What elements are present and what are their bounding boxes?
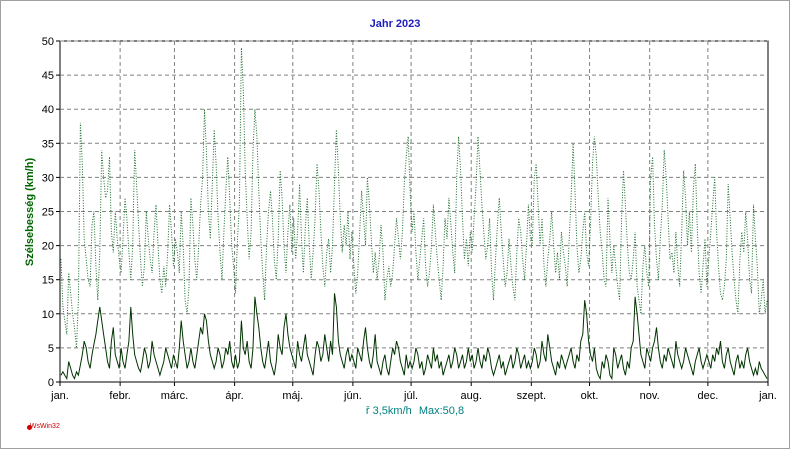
y-tick-label: 15 bbox=[42, 275, 54, 287]
series-line-solid bbox=[60, 293, 768, 381]
x-tick-label: márc. bbox=[161, 390, 189, 402]
y-tick-label: 50 bbox=[42, 36, 54, 48]
x-tick-label: júl. bbox=[403, 390, 418, 402]
x-tick-label: jan. bbox=[50, 390, 69, 402]
brand-label: WsWin32 bbox=[26, 423, 60, 430]
x-tick-label: dec. bbox=[697, 390, 718, 402]
brand-text: WsWin32 bbox=[29, 423, 60, 430]
brand-logo-icon bbox=[27, 425, 32, 430]
x-tick-label: febr. bbox=[109, 390, 130, 402]
x-tick-label: szept. bbox=[517, 390, 546, 402]
y-tick-label: 25 bbox=[42, 207, 54, 219]
y-tick-label: 0 bbox=[48, 377, 54, 389]
x-tick-label: okt. bbox=[581, 390, 599, 402]
x-tick-label: nov. bbox=[640, 390, 660, 402]
y-tick-label: 30 bbox=[42, 172, 54, 184]
y-tick-label: 35 bbox=[42, 138, 54, 150]
x-tick-label: aug. bbox=[461, 390, 482, 402]
stats-average: ř 3,5km/h bbox=[365, 405, 412, 417]
y-tick-label: 5 bbox=[48, 343, 54, 355]
y-tick-label: 40 bbox=[42, 104, 54, 116]
x-tick-label: ápr. bbox=[225, 390, 243, 402]
y-tick-label: 45 bbox=[42, 70, 54, 82]
x-tick-label: máj. bbox=[282, 390, 303, 402]
stats-max: Max:50,8 bbox=[418, 405, 465, 417]
y-tick-label: 10 bbox=[42, 309, 54, 321]
y-tick-label: 20 bbox=[42, 241, 54, 253]
x-tick-label: jan. bbox=[758, 390, 777, 402]
series-line-dotted bbox=[60, 47, 768, 348]
x-tick-label: jún. bbox=[343, 390, 362, 402]
chart-title: Jahr 2023 bbox=[369, 18, 421, 30]
stats-line: ř 3,5km/h Max:50,8 bbox=[0, 405, 790, 417]
